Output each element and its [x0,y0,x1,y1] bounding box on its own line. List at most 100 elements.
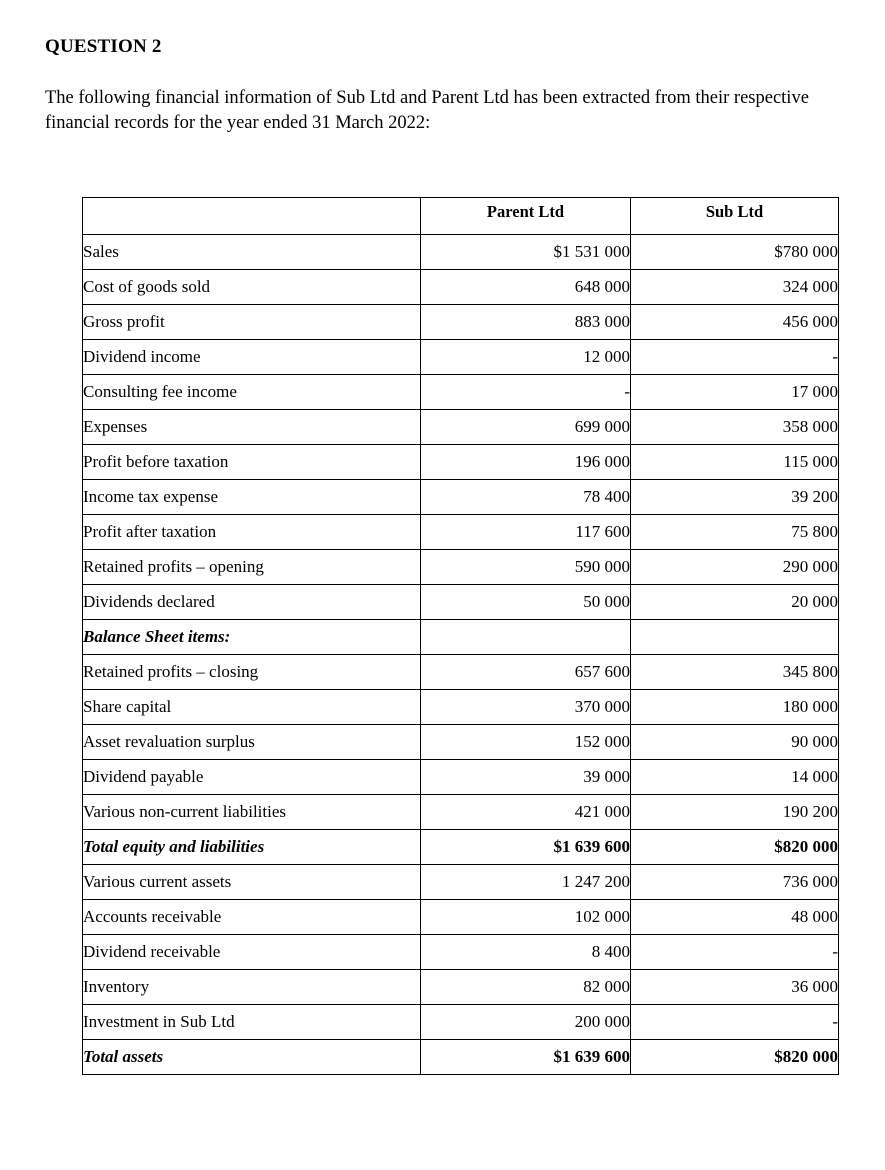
table-row: Asset revaluation surplus 152 000 90 000 [82,723,839,760]
table-row: Total equity and liabilities $1 639 600 $8… [82,828,839,865]
sub-ltd-value: 115 000 [630,443,839,480]
row-label: Income tax expense [82,478,421,515]
table-row: Investment in Sub Ltd 200 000- [82,1003,839,1040]
financial-table: Parent Ltd Sub Ltd Sales $1 531 000 $780 0… [82,196,839,1075]
sub-ltd-value: 39 200 [630,478,839,515]
table-row: Dividend receivable 8 400- [82,933,839,970]
table-row: Profit after taxation 117 600 75 800 [82,513,839,550]
row-label: Retained profits – opening [82,548,421,585]
sub-ltd-value: 20 000 [630,583,839,620]
parent-ltd-value: 12 000 [420,338,631,375]
sub-ltd-value: 345 800 [630,653,839,690]
sub-ltd-value: 75 800 [630,513,839,550]
table-header: Parent Ltd Sub Ltd [82,196,839,235]
row-label: Dividend receivable [82,933,421,970]
header-cell-sub-ltd: Sub Ltd [630,196,839,235]
row-label: Various current assets [82,863,421,900]
row-label: Asset revaluation surplus [82,723,421,760]
sub-ltd-value: 17 000 [630,373,839,410]
row-label: Various non-current liabilities [82,793,421,830]
question-title: QUESTION 2 [45,36,162,57]
row-label: Consulting fee income [82,373,421,410]
parent-ltd-value: 39 000 [420,758,631,795]
table-row: Accounts receivable 102 000 48 000 [82,898,839,935]
parent-ltd-value: 200 000 [420,1003,631,1040]
parent-ltd-value: $1 639 600 [420,1038,631,1075]
parent-ltd-value: 657 600 [420,653,631,690]
sub-ltd-value: - [630,1003,839,1040]
table-row: Dividends declared 50 000 20 000 [82,583,839,620]
sub-ltd-value: - [630,338,839,375]
table-row: Cost of goods sold 648 000 324 000 [82,268,839,305]
parent-ltd-value: 102 000 [420,898,631,935]
parent-ltd-value: 82 000 [420,968,631,1005]
sub-ltd-value [630,618,839,655]
parent-ltd-value: - [420,373,631,410]
sub-ltd-value: 180 000 [630,688,839,725]
row-label: Inventory [82,968,421,1005]
table-row: Inventory 82 000 36 000 [82,968,839,1005]
parent-ltd-value: 152 000 [420,723,631,760]
table-row: Various non-current liabilities 421 000 19… [82,793,839,830]
table-row: Income tax expense 78 400 39 200 [82,478,839,515]
parent-ltd-value: 370 000 [420,688,631,725]
header-cell-parent-ltd: Parent Ltd [420,196,631,235]
table-row: Consulting fee income -17 000 [82,373,839,410]
parent-ltd-value: 648 000 [420,268,631,305]
parent-ltd-value: 78 400 [420,478,631,515]
header-cell-blank [82,196,421,235]
row-label: Dividend payable [82,758,421,795]
table-row: Balance Sheet items: [82,618,839,655]
row-label: Gross profit [82,303,421,340]
row-label: Expenses [82,408,421,445]
parent-ltd-value: 50 000 [420,583,631,620]
sub-ltd-value: - [630,933,839,970]
row-label: Accounts receivable [82,898,421,935]
table-row: Retained profits – closing 657 600 345 800 [82,653,839,690]
row-label: Total assets [82,1038,421,1075]
row-label: Profit before taxation [82,443,421,480]
table-row: Share capital 370 000 180 000 [82,688,839,725]
table-row: Dividend payable 39 000 14 000 [82,758,839,795]
sub-ltd-value: 190 200 [630,793,839,830]
row-label: Dividends declared [82,583,421,620]
row-label: Share capital [82,688,421,725]
row-label: Profit after taxation [82,513,421,550]
table-row: Dividend income 12 000- [82,338,839,375]
sub-ltd-value: 358 000 [630,408,839,445]
table-row: Profit before taxation 196 000 115 000 [82,443,839,480]
parent-ltd-value: 117 600 [420,513,631,550]
row-label: Balance Sheet items: [82,618,421,655]
financial-table-body: Sales $1 531 000 $780 000 Cost of goods sol… [82,233,839,1075]
sub-ltd-value: $780 000 [630,233,839,270]
sub-ltd-value: $820 000 [630,1038,839,1075]
row-label: Investment in Sub Ltd [82,1003,421,1040]
table-row: Total assets $1 639 600 $820 000 [82,1038,839,1075]
sub-ltd-value: $820 000 [630,828,839,865]
header-row: Parent Ltd Sub Ltd [82,196,839,235]
table-row: Gross profit 883 000 456 000 [82,303,839,340]
parent-ltd-value [420,618,631,655]
parent-ltd-value: 421 000 [420,793,631,830]
parent-ltd-value: 1 247 200 [420,863,631,900]
sub-ltd-value: 90 000 [630,723,839,760]
table-row: Various current assets 1 247 200 736 000 [82,863,839,900]
intro-paragraph: The following financial information of S… [45,88,809,133]
row-label: Retained profits – closing [82,653,421,690]
parent-ltd-value: 883 000 [420,303,631,340]
sub-ltd-value: 324 000 [630,268,839,305]
parent-ltd-value: 699 000 [420,408,631,445]
sub-ltd-value: 456 000 [630,303,839,340]
parent-ltd-value: $1 531 000 [420,233,631,270]
row-label: Dividend income [82,338,421,375]
table-row: Retained profits – opening 590 000 290 000 [82,548,839,585]
sub-ltd-value: 36 000 [630,968,839,1005]
parent-ltd-value: $1 639 600 [420,828,631,865]
row-label: Total equity and liabilities [82,828,421,865]
sub-ltd-value: 290 000 [630,548,839,585]
row-label: Sales [82,233,421,270]
parent-ltd-value: 8 400 [420,933,631,970]
parent-ltd-value: 590 000 [420,548,631,585]
sub-ltd-value: 14 000 [630,758,839,795]
document-page: QUESTION 2 The following financial infor… [45,36,839,1075]
